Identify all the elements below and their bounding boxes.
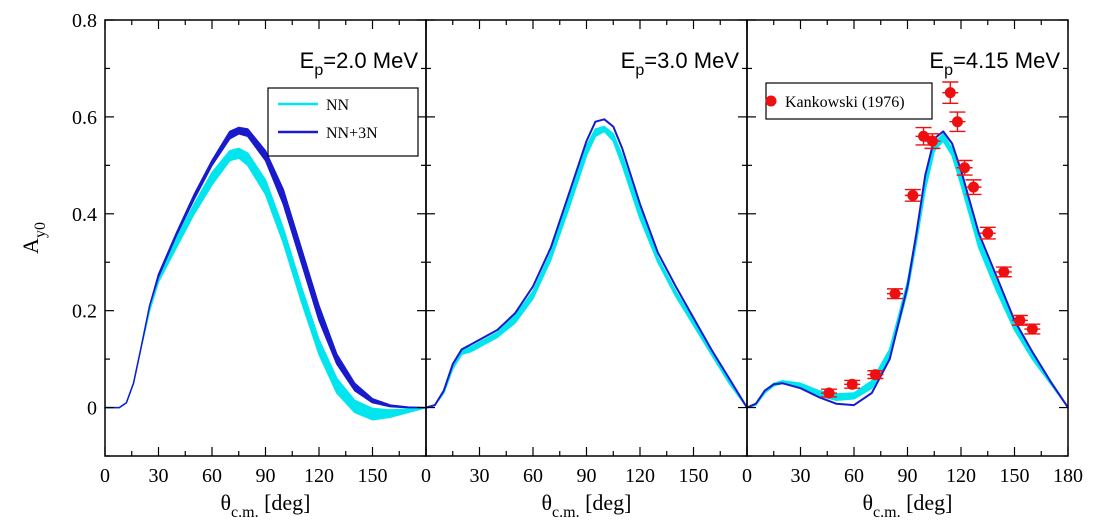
x-tick-label: 150	[679, 465, 709, 487]
x-tick-label: 30	[470, 465, 490, 487]
legend-box	[267, 87, 419, 157]
x-tick-label: 180	[1053, 465, 1083, 487]
x-tick-label: 90	[256, 465, 276, 487]
legend-box	[765, 82, 933, 120]
data-marker	[907, 189, 919, 201]
data-point	[956, 159, 973, 176]
data-point	[904, 188, 921, 202]
data-marker	[967, 181, 979, 193]
data-marker	[1014, 314, 1026, 326]
data-point	[965, 179, 982, 196]
x-tick-label: 120	[304, 465, 334, 487]
y-axis-label: Ay0	[18, 222, 49, 254]
data-point	[949, 111, 966, 133]
data-marker	[951, 116, 963, 128]
data-point	[867, 369, 884, 381]
data-point	[1024, 323, 1041, 335]
data-marker	[959, 162, 971, 174]
x-axis-label: θc.m. [deg]	[541, 490, 631, 521]
panel-frame	[425, 19, 748, 457]
data-point	[995, 266, 1012, 278]
panel-energy-label: Ep=3.0 MeV	[621, 48, 740, 79]
y-tick-label: 0.6	[72, 107, 97, 129]
data-point	[942, 81, 959, 105]
x-tick-label: 60	[523, 465, 543, 487]
x-tick-label: 120	[946, 465, 976, 487]
panel-energy-label: Ep=2.0 MeV	[300, 48, 419, 79]
x-tick-label: 90	[898, 465, 918, 487]
legend: NN NN+3N	[267, 87, 419, 157]
data-point	[924, 133, 941, 150]
data-point	[844, 378, 861, 390]
y-tick-label: 0	[87, 398, 97, 420]
x-tick-label: 150	[1000, 465, 1030, 487]
legend-marker	[765, 95, 777, 107]
x-tick-label: 60	[202, 465, 222, 487]
panel-3: 0 30 60 90 120 150 180 θc.m. [deg] Ep=4.15 MeV Ka…	[742, 19, 1083, 521]
data-point	[887, 288, 904, 300]
data-marker	[982, 227, 994, 239]
data-marker	[944, 87, 956, 99]
legend-label: NN+3N	[326, 125, 378, 142]
series-nn-3n-line	[746, 130, 1069, 409]
series-nn-3n-band	[104, 126, 427, 409]
data-marker	[846, 378, 858, 390]
x-tick-label: 150	[358, 465, 388, 487]
x-tick-label: 90	[577, 465, 597, 487]
x-tick-label: 0	[100, 465, 110, 487]
x-tick-label: 30	[149, 465, 169, 487]
y-tick-label: 0.8	[72, 10, 97, 32]
legend-label: Kankowski (1976)	[785, 94, 905, 111]
series-nn-band	[425, 125, 748, 409]
data-marker	[869, 369, 881, 381]
panel-2: 0 30 60 90 120 150 θc.m. [deg] Ep=3.0 MeV	[421, 19, 748, 521]
x-tick-label: 30	[791, 465, 811, 487]
series-nn-3n-line	[425, 118, 748, 409]
panel-1: 0 30 60 90 120 150 0 0.2 0.4 0.6 0.8 θc.m. [deg] Ay0…	[18, 10, 427, 521]
data-marker	[889, 288, 901, 300]
data-point	[979, 226, 996, 240]
data-point	[821, 387, 838, 399]
data-point	[1011, 314, 1028, 326]
data-marker	[926, 135, 938, 147]
x-tick-label: 0	[421, 465, 431, 487]
x-tick-label: 60	[844, 465, 864, 487]
legend-label: NN	[326, 97, 350, 114]
x-tick-label: 120	[625, 465, 655, 487]
series-nn-band	[746, 133, 1069, 409]
data-marker	[998, 266, 1010, 278]
y-tick-label: 0.4	[72, 204, 97, 226]
data-marker	[823, 387, 835, 399]
x-axis-label: θc.m. [deg]	[862, 490, 952, 521]
x-tick-label: 0	[742, 465, 752, 487]
y-tick-label: 0.2	[72, 301, 97, 323]
legend: Kankowski (1976)	[765, 82, 933, 120]
series-nn-band	[104, 147, 427, 421]
panel-frame	[104, 19, 427, 457]
panel-energy-label: Ep=4.15 MeV	[929, 48, 1060, 79]
panels-layer: 0 30 60 90 120 150 0 0.2 0.4 0.6 0.8 θc.m. [deg] Ay0…	[18, 10, 1083, 521]
data-marker	[1026, 323, 1038, 335]
x-axis-label: θc.m. [deg]	[220, 490, 310, 521]
